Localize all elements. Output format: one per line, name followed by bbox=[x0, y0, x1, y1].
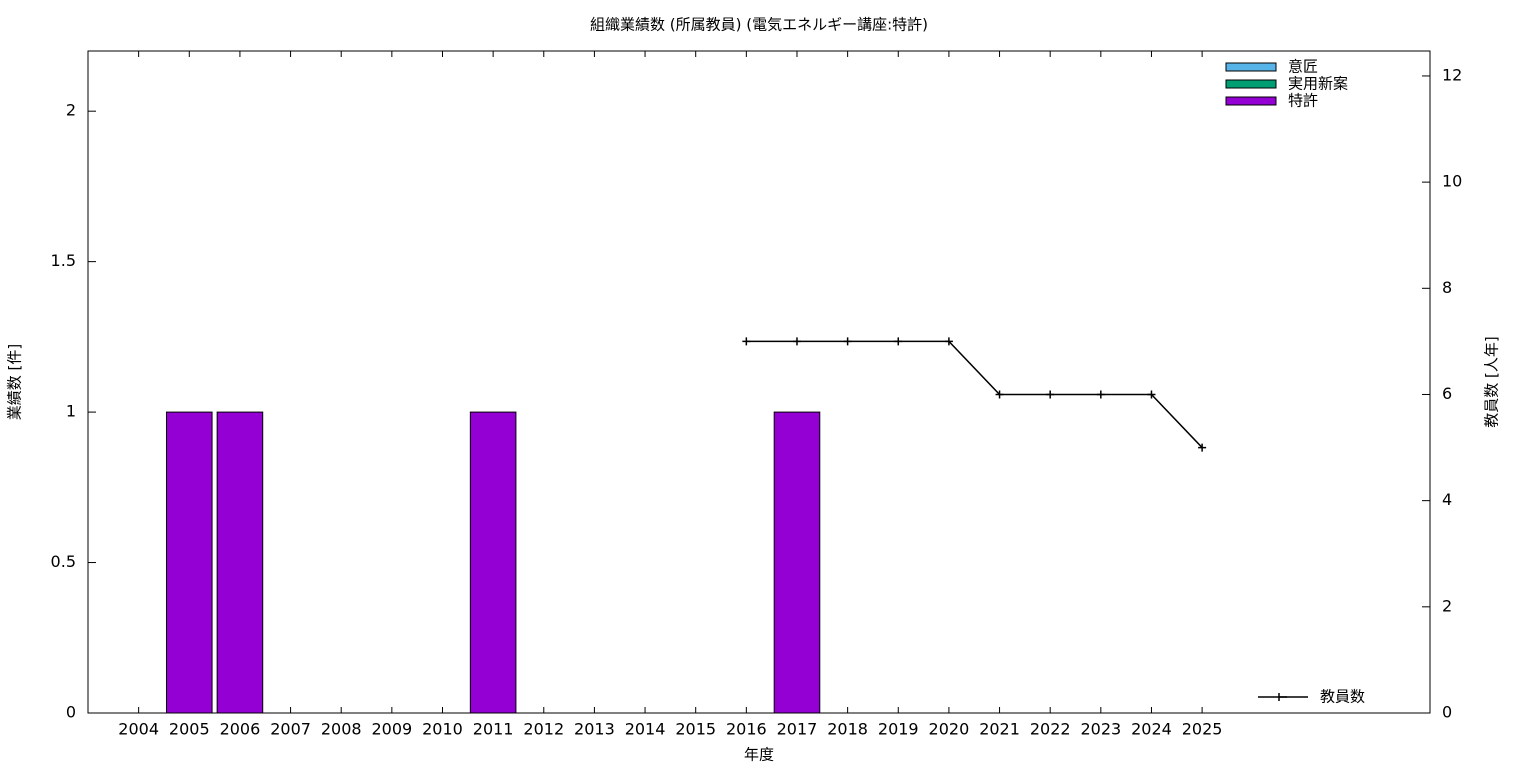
line-series bbox=[746, 340, 1203, 449]
y-tick-label: 0 bbox=[66, 703, 76, 722]
x-tick-label: 2004 bbox=[118, 720, 159, 739]
x-tick-label: 2017 bbox=[777, 720, 818, 739]
legend-swatch bbox=[1225, 79, 1277, 89]
y-tick-label: 1 bbox=[66, 402, 76, 421]
x-tick-label: 2020 bbox=[929, 720, 970, 739]
x-tick-label: 2022 bbox=[1030, 720, 1071, 739]
x-tick-label: 2005 bbox=[169, 720, 210, 739]
chart-title: 組織業績数 (所属教員) (電気エネルギー講座:特許) bbox=[590, 16, 928, 34]
line-point bbox=[1046, 390, 1055, 399]
x-tick-label: 2024 bbox=[1131, 720, 1172, 739]
plot-frame bbox=[87, 50, 1431, 714]
x-tick-label: 2014 bbox=[625, 720, 666, 739]
legend-swatch bbox=[1225, 96, 1277, 106]
legend-label: 特許 bbox=[1288, 92, 1318, 110]
x-tick-label: 2006 bbox=[220, 720, 261, 739]
line-point bbox=[792, 337, 801, 346]
line-point bbox=[742, 337, 751, 346]
y-tick-label: 1.5 bbox=[51, 251, 76, 270]
legend-label: 実用新案 bbox=[1288, 75, 1348, 93]
y-tick-label: 2 bbox=[66, 101, 76, 120]
legend-swatch bbox=[1225, 62, 1277, 72]
x-tick-label: 2009 bbox=[371, 720, 412, 739]
x-tick-label: 2010 bbox=[422, 720, 463, 739]
line-point bbox=[944, 337, 953, 346]
y-tick-label: 0.5 bbox=[51, 552, 76, 571]
line-point bbox=[1198, 443, 1207, 452]
x-tick-label: 2013 bbox=[574, 720, 615, 739]
x-tick-label: 2011 bbox=[473, 720, 514, 739]
x-tick-label: 2008 bbox=[321, 720, 362, 739]
x-axis-title: 年度 bbox=[744, 746, 774, 764]
line-point bbox=[1096, 390, 1105, 399]
y2-tick-label: 10 bbox=[1442, 172, 1462, 191]
y2-tick-label: 8 bbox=[1442, 278, 1452, 297]
x-tick-label: 2019 bbox=[878, 720, 919, 739]
y2-axis-title: 教員数 [人年] bbox=[1483, 336, 1501, 427]
x-tick-label: 2021 bbox=[979, 720, 1020, 739]
bar bbox=[165, 411, 213, 714]
x-tick-label: 2007 bbox=[270, 720, 311, 739]
legend-label: 教員数 bbox=[1320, 688, 1365, 706]
bar bbox=[773, 411, 821, 714]
y2-tick-label: 4 bbox=[1442, 490, 1452, 509]
line-point bbox=[995, 390, 1004, 399]
x-tick-label: 2018 bbox=[827, 720, 868, 739]
x-tick-label: 2015 bbox=[675, 720, 716, 739]
y2-tick-label: 12 bbox=[1442, 65, 1462, 84]
bar bbox=[216, 411, 264, 714]
x-tick-label: 2025 bbox=[1182, 720, 1223, 739]
y2-tick-label: 6 bbox=[1442, 384, 1452, 403]
x-tick-label: 2016 bbox=[726, 720, 767, 739]
line-point bbox=[843, 337, 852, 346]
line-point bbox=[1147, 390, 1156, 399]
x-tick-label: 2012 bbox=[523, 720, 564, 739]
line-point bbox=[894, 337, 903, 346]
bar bbox=[469, 411, 517, 714]
y2-tick-label: 2 bbox=[1442, 596, 1452, 615]
y-axis-title: 業績数 [件] bbox=[6, 344, 24, 420]
legend-label: 意匠 bbox=[1288, 58, 1318, 76]
legend-marker bbox=[1278, 693, 1287, 701]
x-tick-label: 2023 bbox=[1080, 720, 1121, 739]
y2-tick-label: 0 bbox=[1442, 703, 1452, 722]
